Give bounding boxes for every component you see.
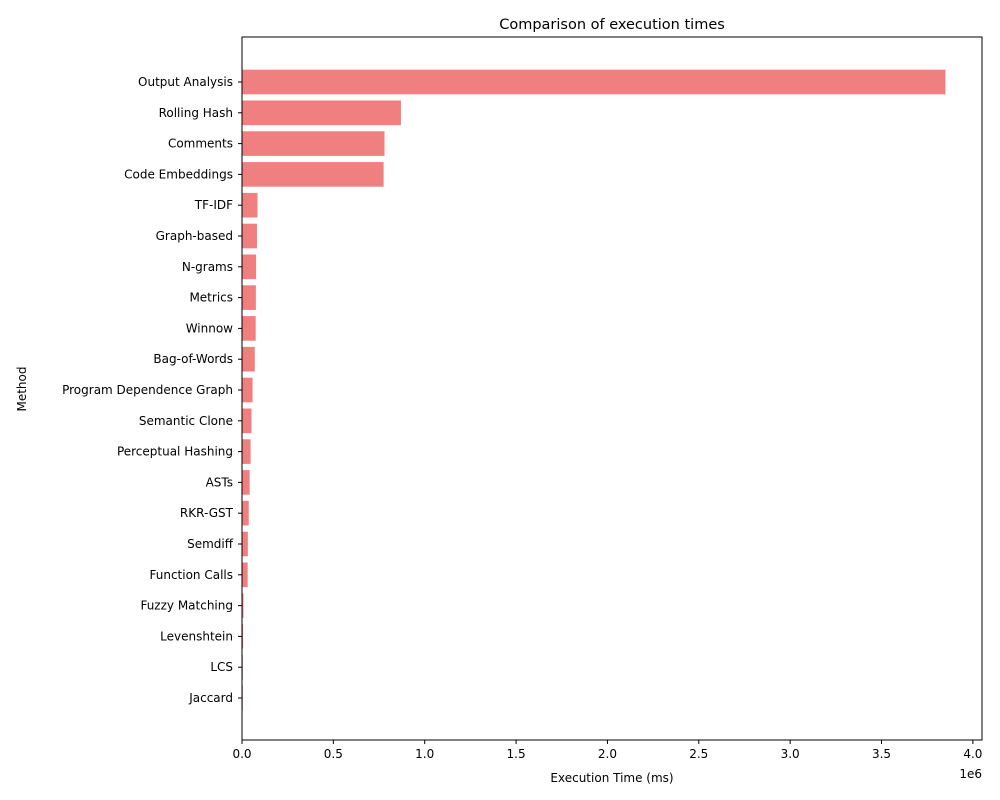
x-tick-label: 4.0	[963, 747, 982, 761]
y-tick-label: Perceptual Hashing	[117, 445, 233, 459]
bar	[242, 531, 248, 557]
x-tick-label: 1.0	[415, 747, 434, 761]
x-tick-label: 2.0	[598, 747, 617, 761]
y-tick-label: Fuzzy Matching	[140, 599, 233, 613]
x-tick-label: 2.5	[689, 747, 708, 761]
x-axis-title: Execution Time (ms)	[550, 771, 673, 785]
bar	[242, 131, 385, 156]
bar	[242, 346, 255, 372]
bar	[242, 192, 258, 218]
y-tick-label: Function Calls	[149, 568, 233, 582]
bar	[242, 254, 257, 280]
y-tick-label: ASTs	[206, 475, 233, 489]
x-axis-ticks: 0.0 0.5 1.0 1.5 2.0 2.5 3.0 3.5 4.0	[232, 740, 982, 761]
y-tick-label: Bag-of-Words	[153, 352, 233, 366]
y-tick-label: Program Dependence Graph	[62, 383, 233, 397]
y-tick-label: Output Analysis	[138, 75, 233, 89]
x-axis-scale-label: 1e6	[959, 767, 982, 781]
y-tick-label: Semdiff	[187, 537, 234, 551]
bars-group	[242, 69, 946, 711]
y-tick-label: Winnow	[186, 321, 233, 335]
bar	[242, 100, 401, 126]
y-tick-label: LCS	[210, 660, 233, 674]
x-tick-label: 3.0	[781, 747, 800, 761]
y-tick-label: TF-IDF	[194, 198, 233, 212]
bar	[242, 408, 252, 434]
y-tick-label: N-grams	[182, 260, 233, 274]
y-tick-label: Jaccard	[188, 691, 233, 705]
bar	[242, 316, 256, 341]
y-axis-title: Method	[15, 366, 29, 411]
y-tick-label: Rolling Hash	[159, 106, 233, 120]
x-tick-label: 3.5	[872, 747, 891, 761]
bar	[242, 470, 250, 495]
bar	[242, 500, 249, 526]
chart-title: Comparison of execution times	[499, 17, 725, 33]
y-tick-label: Graph-based	[156, 229, 233, 243]
plot-frame	[241, 36, 983, 741]
x-tick-label: 1.5	[507, 747, 526, 761]
y-tick-label: Comments	[168, 137, 233, 151]
bar	[242, 593, 244, 618]
y-tick-label: Semantic Clone	[139, 414, 233, 428]
bar	[242, 285, 256, 310]
bar	[242, 439, 251, 464]
bar	[242, 162, 384, 187]
y-axis-ticks: Output Analysis Rolling Hash Comments Code …	[62, 75, 242, 705]
bar	[242, 69, 946, 95]
y-tick-label: RKR-GST	[180, 506, 234, 520]
x-tick-label: 0.0	[232, 747, 251, 761]
bar	[242, 377, 253, 403]
y-tick-label: Metrics	[189, 291, 233, 305]
y-tick-label: Levenshtein	[160, 629, 233, 643]
y-tick-label: Code Embeddings	[124, 167, 233, 181]
x-tick-label: 0.5	[324, 747, 343, 761]
bar	[242, 624, 244, 649]
bar	[242, 562, 248, 588]
bar	[242, 223, 257, 249]
